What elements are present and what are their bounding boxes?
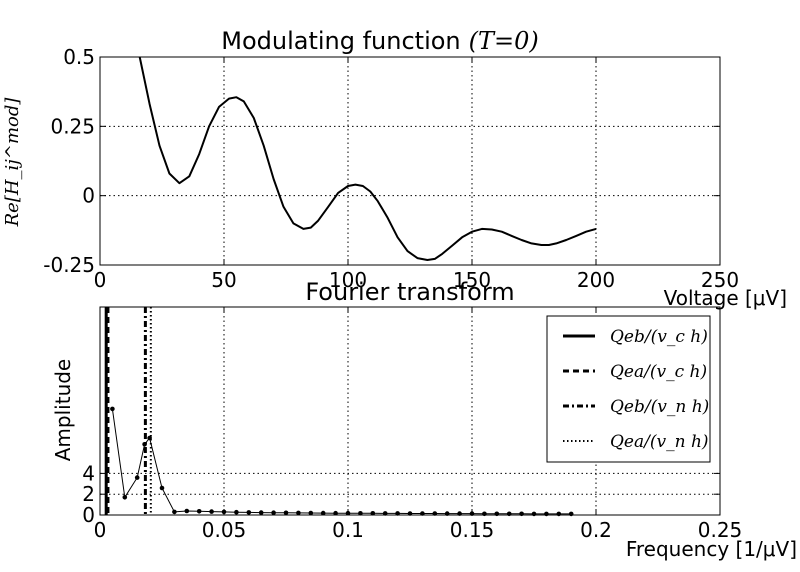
bot-x-tick-label: 0.25 [698, 518, 743, 542]
bot-x-tick-label: 0.1 [332, 518, 364, 542]
top-chart-title: Modulating function (T=0) [221, 27, 539, 55]
bottom-chart-data-point [308, 510, 314, 516]
bottom-chart-data-point [110, 406, 115, 412]
legend-label: Qea/(v_c h) [610, 362, 707, 382]
bottom-chart-data-point [370, 511, 376, 516]
bottom-chart-data-point [142, 442, 147, 447]
bot-y-tick-label: 4 [82, 461, 95, 485]
legend: Qeb/(v_c h) Qea/(v_c h) Qeb/(v_n h) Qea/(v_… [546, 315, 711, 463]
bottom-chart: Fourier transform 0 0.05 0.1 0.15 0.2 0.25024… [51, 278, 797, 561]
bottom-chart-data-point [320, 510, 326, 516]
bottom-chart-data-point [184, 508, 190, 514]
legend-label: Qeb/(v_n h) [610, 397, 709, 417]
bottom-chart-series [110, 406, 574, 517]
bot-y-tick-label: 2 [82, 482, 95, 506]
bot-y-tick-label: 0 [82, 503, 95, 527]
bottom-chart-data-point [172, 509, 177, 515]
bot-x-tick-label: 0 [94, 518, 107, 542]
bottom-chart-data-point [258, 510, 264, 515]
bottom-chart-data-point [296, 510, 301, 516]
top-x-tick-label: 200 [577, 268, 615, 292]
bottom-chart-data-point [556, 511, 562, 517]
top-y-tick-label: 0.5 [63, 45, 95, 69]
bottom-chart-data-point [358, 511, 363, 516]
top-x-tick-label: 50 [211, 268, 236, 292]
top-chart-grid [99, 56, 721, 266]
legend-box [546, 315, 711, 463]
bottom-chart-reference-lines [104, 307, 152, 515]
bottom-chart-data-point [568, 511, 574, 517]
bottom-chart-data-point [134, 475, 140, 480]
bottom-chart-ylabel: Amplitude [51, 359, 75, 462]
bottom-chart-data-point [271, 510, 276, 515]
top-chart-plot-frame [99, 56, 721, 266]
top-chart-series [138, 56, 597, 261]
bottom-chart-series-line [111, 408, 572, 515]
legend-label: Qeb/(v_c h) [610, 327, 708, 347]
top-chart-title-text: Modulating function [221, 27, 460, 55]
top-chart-ylabel: Re[H_ij^mod] [2, 97, 23, 228]
top-x-tick-label: 0 [94, 268, 107, 292]
bot-x-tick-label: 0.05 [202, 518, 247, 542]
top-chart-title-math: (T=0) [469, 27, 539, 55]
bottom-chart-data-point [283, 510, 289, 516]
top-chart-ylabel-text: Re[H_ij^mod] [2, 97, 23, 228]
bottom-chart-data-point [147, 435, 152, 441]
bottom-chart-data-point [345, 510, 351, 516]
bottom-chart-data-point [221, 509, 227, 515]
bottom-chart-plot-frame [99, 306, 721, 516]
top-x-tick-label: 100 [329, 268, 367, 292]
bot-x-tick-label: 0.2 [580, 518, 612, 542]
legend-label: Qea/(v_n h) [610, 432, 709, 452]
top-chart-series-line [138, 56, 597, 261]
top-chart-xlabel: Voltage [μV] [664, 286, 787, 310]
top-x-tick-label: 150 [453, 268, 491, 292]
top-x-tick-label: 250 [701, 268, 739, 292]
top-y-tick-label: -0.25 [43, 253, 95, 277]
bottom-chart-data-point [159, 485, 165, 491]
bot-x-tick-label: 0.15 [450, 518, 495, 542]
top-chart: Modulating function (T=0) 0 50 100 150 200 250… [2, 27, 787, 310]
bottom-chart-data-point [544, 511, 549, 517]
bottom-chart-data-point [333, 510, 338, 516]
bottom-chart-data-point [234, 509, 239, 515]
bottom-chart-data-point [209, 509, 214, 514]
bottom-chart-xlabel: Frequency [1/μV] [626, 537, 797, 561]
bottom-chart-data-point [246, 510, 252, 515]
top-y-tick-label: 0 [82, 184, 95, 208]
bottom-chart-title: Fourier transform [305, 278, 514, 306]
bottom-chart-data-point [196, 509, 202, 514]
bottom-chart-data-point [122, 495, 128, 500]
bottom-chart-data-point [531, 511, 537, 517]
top-y-tick-label: 0.25 [50, 114, 95, 138]
